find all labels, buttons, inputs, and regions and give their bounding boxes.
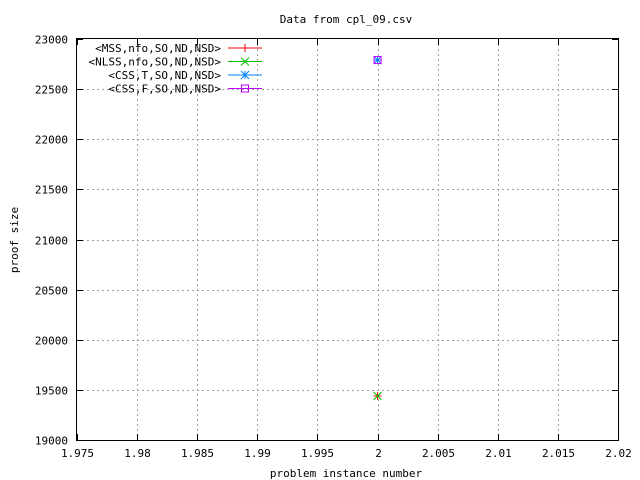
marker-star [240,70,250,80]
x-tick-label: 1.98 [124,447,151,460]
chart-title: Data from cpl_09.csv [280,13,413,26]
y-tick-label: 19500 [35,385,68,398]
marker-cross [240,57,250,66]
x-tick-label: 2.015 [542,447,575,460]
tick-labels: 1.975 1.98 1.985 1.99 1.995 2 2.005 2.01 2.015 2.… [35,34,632,461]
data-point [373,391,382,401]
y-tick-label: 23000 [35,34,68,47]
x-tick-label: 2.01 [485,447,512,460]
plot-frame [76,38,619,441]
data-point [373,55,382,65]
x-axis-label: problem instance number [270,467,423,480]
x-tick-label: 2.02 [605,447,632,460]
legend-label: <MSS,nfo,SO,ND,NSD> [95,42,221,55]
data-markers [373,55,382,401]
legend-item: <CSS,T,SO,ND,NSD> [108,69,262,82]
x-tick-label: 2.005 [422,447,455,460]
legend-item: <MSS,nfo,SO,ND,NSD> [95,42,262,55]
y-tick-label: 20500 [35,285,68,298]
legend-item: <NLSS,nfo,SO,ND,NSD> [89,56,262,69]
marker-plus [241,44,249,52]
y-tick-label: 22000 [35,134,68,147]
y-tick-label: 22500 [35,84,68,97]
data-point [373,56,382,65]
axis-ticks [77,39,619,441]
y-tick-label: 19000 [35,435,68,448]
legend-label: <CSS,F,SO,ND,NSD> [108,83,221,96]
y-tick-label: 21000 [35,235,68,248]
legend-label: <CSS,T,SO,ND,NSD> [108,69,221,82]
x-tick-label: 2 [375,447,382,460]
legend-label: <NLSS,nfo,SO,ND,NSD> [89,56,222,69]
x-tick-label: 1.975 [61,447,94,460]
y-tick-label: 21500 [35,184,68,197]
grid-lines [77,39,618,440]
legend-item: <CSS,F,SO,ND,NSD> [108,83,262,96]
y-tick-label: 20000 [35,335,68,348]
legend: <MSS,nfo,SO,ND,NSD><NLSS,nfo,SO,ND,NSD><… [89,42,262,96]
marker-square [241,84,249,93]
x-tick-label: 1.99 [244,447,271,460]
x-tick-label: 1.995 [301,447,334,460]
y-axis-label: proof size [8,207,21,273]
x-tick-label: 1.985 [181,447,214,460]
